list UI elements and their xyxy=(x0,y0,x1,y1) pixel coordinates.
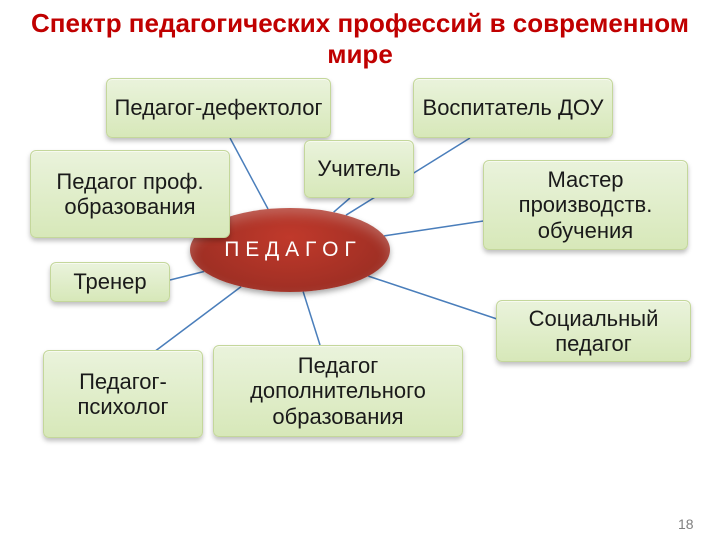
edge-to-dop xyxy=(303,292,320,345)
node-dop: Педагог дополнительного образования xyxy=(213,345,463,437)
node-master: Мастер производств. обучения xyxy=(483,160,688,250)
node-vospitatel: Воспитатель ДОУ xyxy=(413,78,613,138)
edge-to-social xyxy=(368,276,500,320)
node-psiholog: Педагог-психолог xyxy=(43,350,203,438)
node-social: Социальный педагог xyxy=(496,300,691,362)
slide-title: Спектр педагогических профессий в соврем… xyxy=(0,8,720,70)
center-node-label: П Е Д А Г О Г xyxy=(224,238,355,262)
edge-to-trener xyxy=(170,271,204,280)
edge-to-master xyxy=(384,220,490,236)
page-number: 18 xyxy=(678,516,694,532)
node-uchitel: Учитель xyxy=(304,140,414,198)
edge-to-uchitel xyxy=(334,198,350,212)
node-prof: Педагог проф. образования xyxy=(30,150,230,238)
node-defektolog: Педагог-дефектолог xyxy=(106,78,331,138)
edge-to-defektolog xyxy=(230,138,268,209)
node-trener: Тренер xyxy=(50,262,170,302)
